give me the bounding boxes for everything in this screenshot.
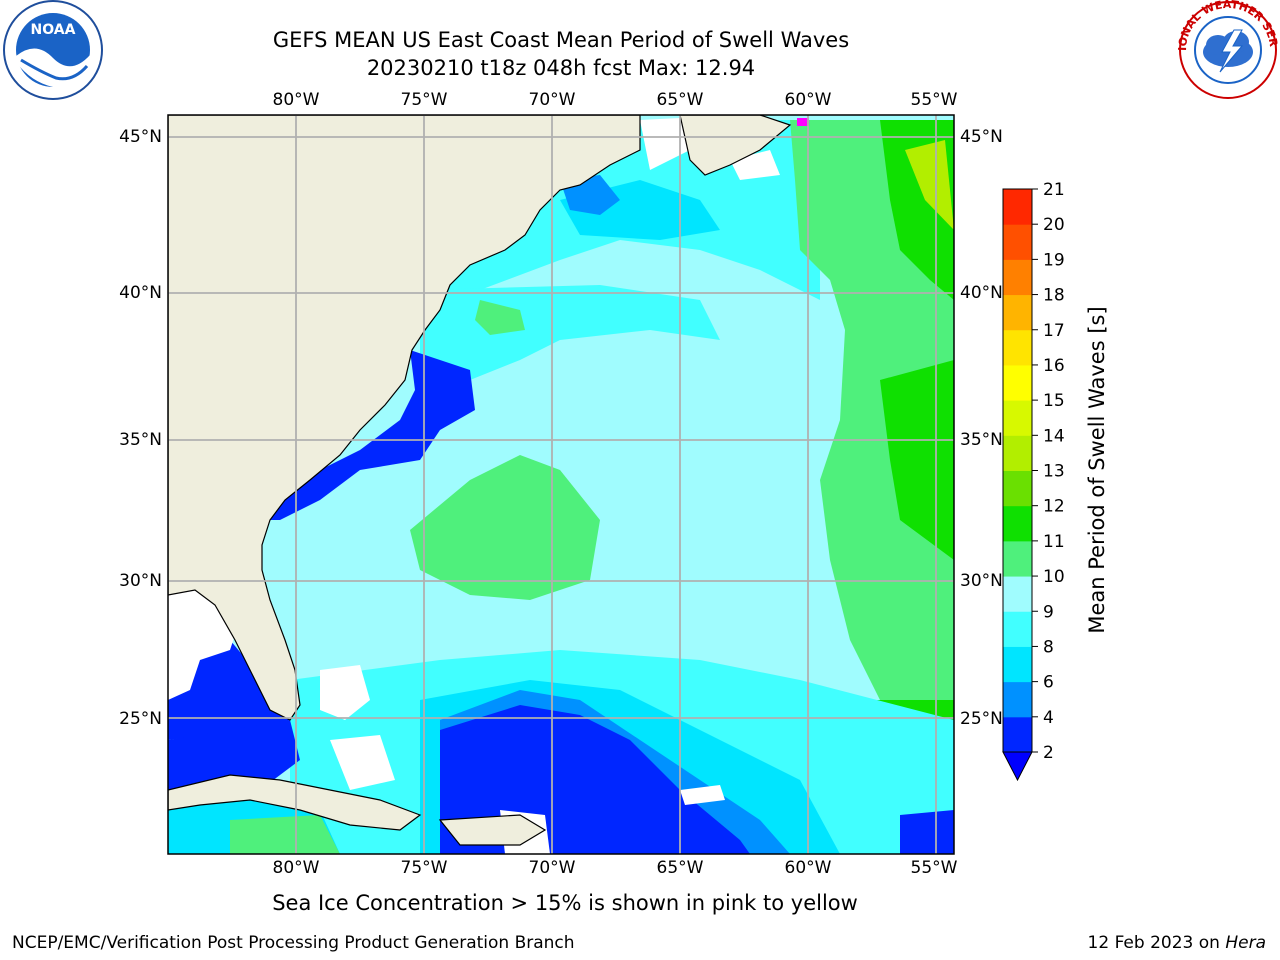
- colorbar-segment: [1003, 505, 1032, 542]
- colorbar-tick-label: 17: [1043, 321, 1065, 341]
- lon-label-top-60w: 60°W: [784, 90, 832, 110]
- no-data-bahamas-2: [330, 735, 395, 790]
- yellow-green-ne: [905, 140, 954, 230]
- colorbar-under-triangle: [1002, 751, 1033, 782]
- colorbar-segment: [1003, 716, 1032, 753]
- colorbar: 2 4 6 8 9 10 11 12 13 14 15 16 17 18 19 20 21: [1002, 180, 1065, 782]
- colorbar-segment: [1003, 611, 1032, 647]
- colorbar-segment: [1003, 189, 1032, 225]
- lat-label-right-35n: 35°N: [960, 430, 1003, 450]
- colorbar-segment: [1003, 400, 1032, 436]
- lon-label-top-70w: 70°W: [528, 90, 576, 110]
- colorbar-title: Mean Period of Swell Waves [s]: [1085, 306, 1109, 634]
- footer-organization: NCEP/EMC/Verification Post Processing Pr…: [12, 933, 575, 953]
- lon-label-top-55w: 55°W: [910, 90, 958, 110]
- lon-label-bottom-80w: 80°W: [272, 858, 320, 878]
- colorbar-tick-label: 8: [1043, 637, 1054, 657]
- colorbar-segment: [1003, 435, 1032, 471]
- lat-label-right-40n: 40°N: [960, 283, 1003, 303]
- colorbar-segment: [1003, 576, 1032, 612]
- colorbar-tick-label: 13: [1043, 462, 1065, 482]
- colorbar-tick-label: 11: [1043, 532, 1065, 552]
- colorbar-tick-label: 15: [1043, 391, 1065, 411]
- colorbar-tick-label: 6: [1043, 673, 1054, 693]
- green-offshore-nj: [475, 300, 525, 335]
- lat-label-right-25n: 25°N: [960, 709, 1003, 729]
- colorbar-segment: [1003, 681, 1032, 718]
- lon-label-bottom-55w: 55°W: [910, 858, 958, 878]
- footer-date-text: 12 Feb 2023 on: [1087, 933, 1226, 953]
- ice-marker: [797, 118, 809, 126]
- lon-label-top-65w: 65°W: [656, 90, 704, 110]
- deep-blue-se: [900, 810, 954, 854]
- noaa-logo: NOAA: [3, 0, 103, 100]
- chart-title: GEFS MEAN US East Coast Mean Period of S…: [272, 28, 850, 52]
- land-hispaniola: [438, 814, 547, 846]
- lon-label-top-75w: 75°W: [400, 90, 448, 110]
- colorbar-tick-label: 2: [1043, 743, 1054, 763]
- green-east: [790, 120, 954, 720]
- graticule: [168, 115, 954, 854]
- colorbar-segment: [1003, 259, 1032, 296]
- lat-label-left-35n: 35°N: [119, 430, 162, 450]
- chart-subtitle: 20230210 t18z 048h fcst Max: 12.94: [366, 56, 756, 80]
- colorbar-segment: [1003, 364, 1032, 401]
- colorbar-segment: [1003, 224, 1032, 260]
- colorbar-segment: [1003, 294, 1032, 331]
- noaa-logo-text: NOAA: [31, 22, 76, 38]
- no-data-patch: [680, 785, 725, 805]
- lat-label-right-45n: 45°N: [960, 127, 1003, 147]
- colorbar-tick-label: 10: [1043, 567, 1065, 587]
- footer-date: 12 Feb 2023 on Hera: [1088, 933, 1266, 953]
- colorbar-tick-label: 12: [1043, 497, 1065, 517]
- no-data-bay-fundy: [640, 118, 690, 170]
- sea-ice-caption: Sea Ice Concentration > 15% is shown in …: [272, 891, 858, 915]
- colorbar-segment: [1003, 470, 1032, 507]
- land-north-america: [168, 115, 641, 721]
- lat-label-left-25n: 25°N: [119, 709, 162, 729]
- colorbar-tick-label: 19: [1043, 250, 1065, 270]
- lon-label-bottom-65w: 65°W: [656, 858, 704, 878]
- no-data-bahamas-1: [320, 665, 370, 720]
- colorbar-tick-label: 14: [1043, 426, 1065, 446]
- colorbar-tick-label: 21: [1043, 180, 1065, 200]
- map-frame: [167, 114, 955, 855]
- lat-label-right-30n: 30°N: [960, 571, 1003, 591]
- land-nova-scotia: [679, 115, 792, 176]
- colorbar-tick-label: 20: [1043, 215, 1065, 235]
- colorbar-tick-label: 9: [1043, 602, 1054, 622]
- nws-logo: NATIONAL WEATHER SERVICE: [1176, 0, 1280, 99]
- colorbar-segment: [1003, 646, 1032, 683]
- lon-label-bottom-70w: 70°W: [528, 858, 576, 878]
- lat-label-left-40n: 40°N: [119, 283, 162, 303]
- coastal-blue: [265, 350, 475, 520]
- colorbar-segment: [1003, 329, 1032, 366]
- lat-label-left-45n: 45°N: [119, 127, 162, 147]
- caribbean-green: [230, 815, 340, 854]
- lon-label-bottom-75w: 75°W: [400, 858, 448, 878]
- colorbar-tick-label: 18: [1043, 286, 1065, 306]
- lon-label-bottom-60w: 60°W: [784, 858, 832, 878]
- lon-label-top-80w: 80°W: [272, 90, 320, 110]
- colorbar-segment: [1003, 540, 1032, 577]
- colorbar-tick-label: 16: [1043, 356, 1065, 376]
- colorbar-tick-label: 4: [1043, 708, 1054, 728]
- land-cuba: [168, 774, 422, 831]
- footer-host: Hera: [1225, 933, 1266, 953]
- lat-label-left-30n: 30°N: [119, 571, 162, 591]
